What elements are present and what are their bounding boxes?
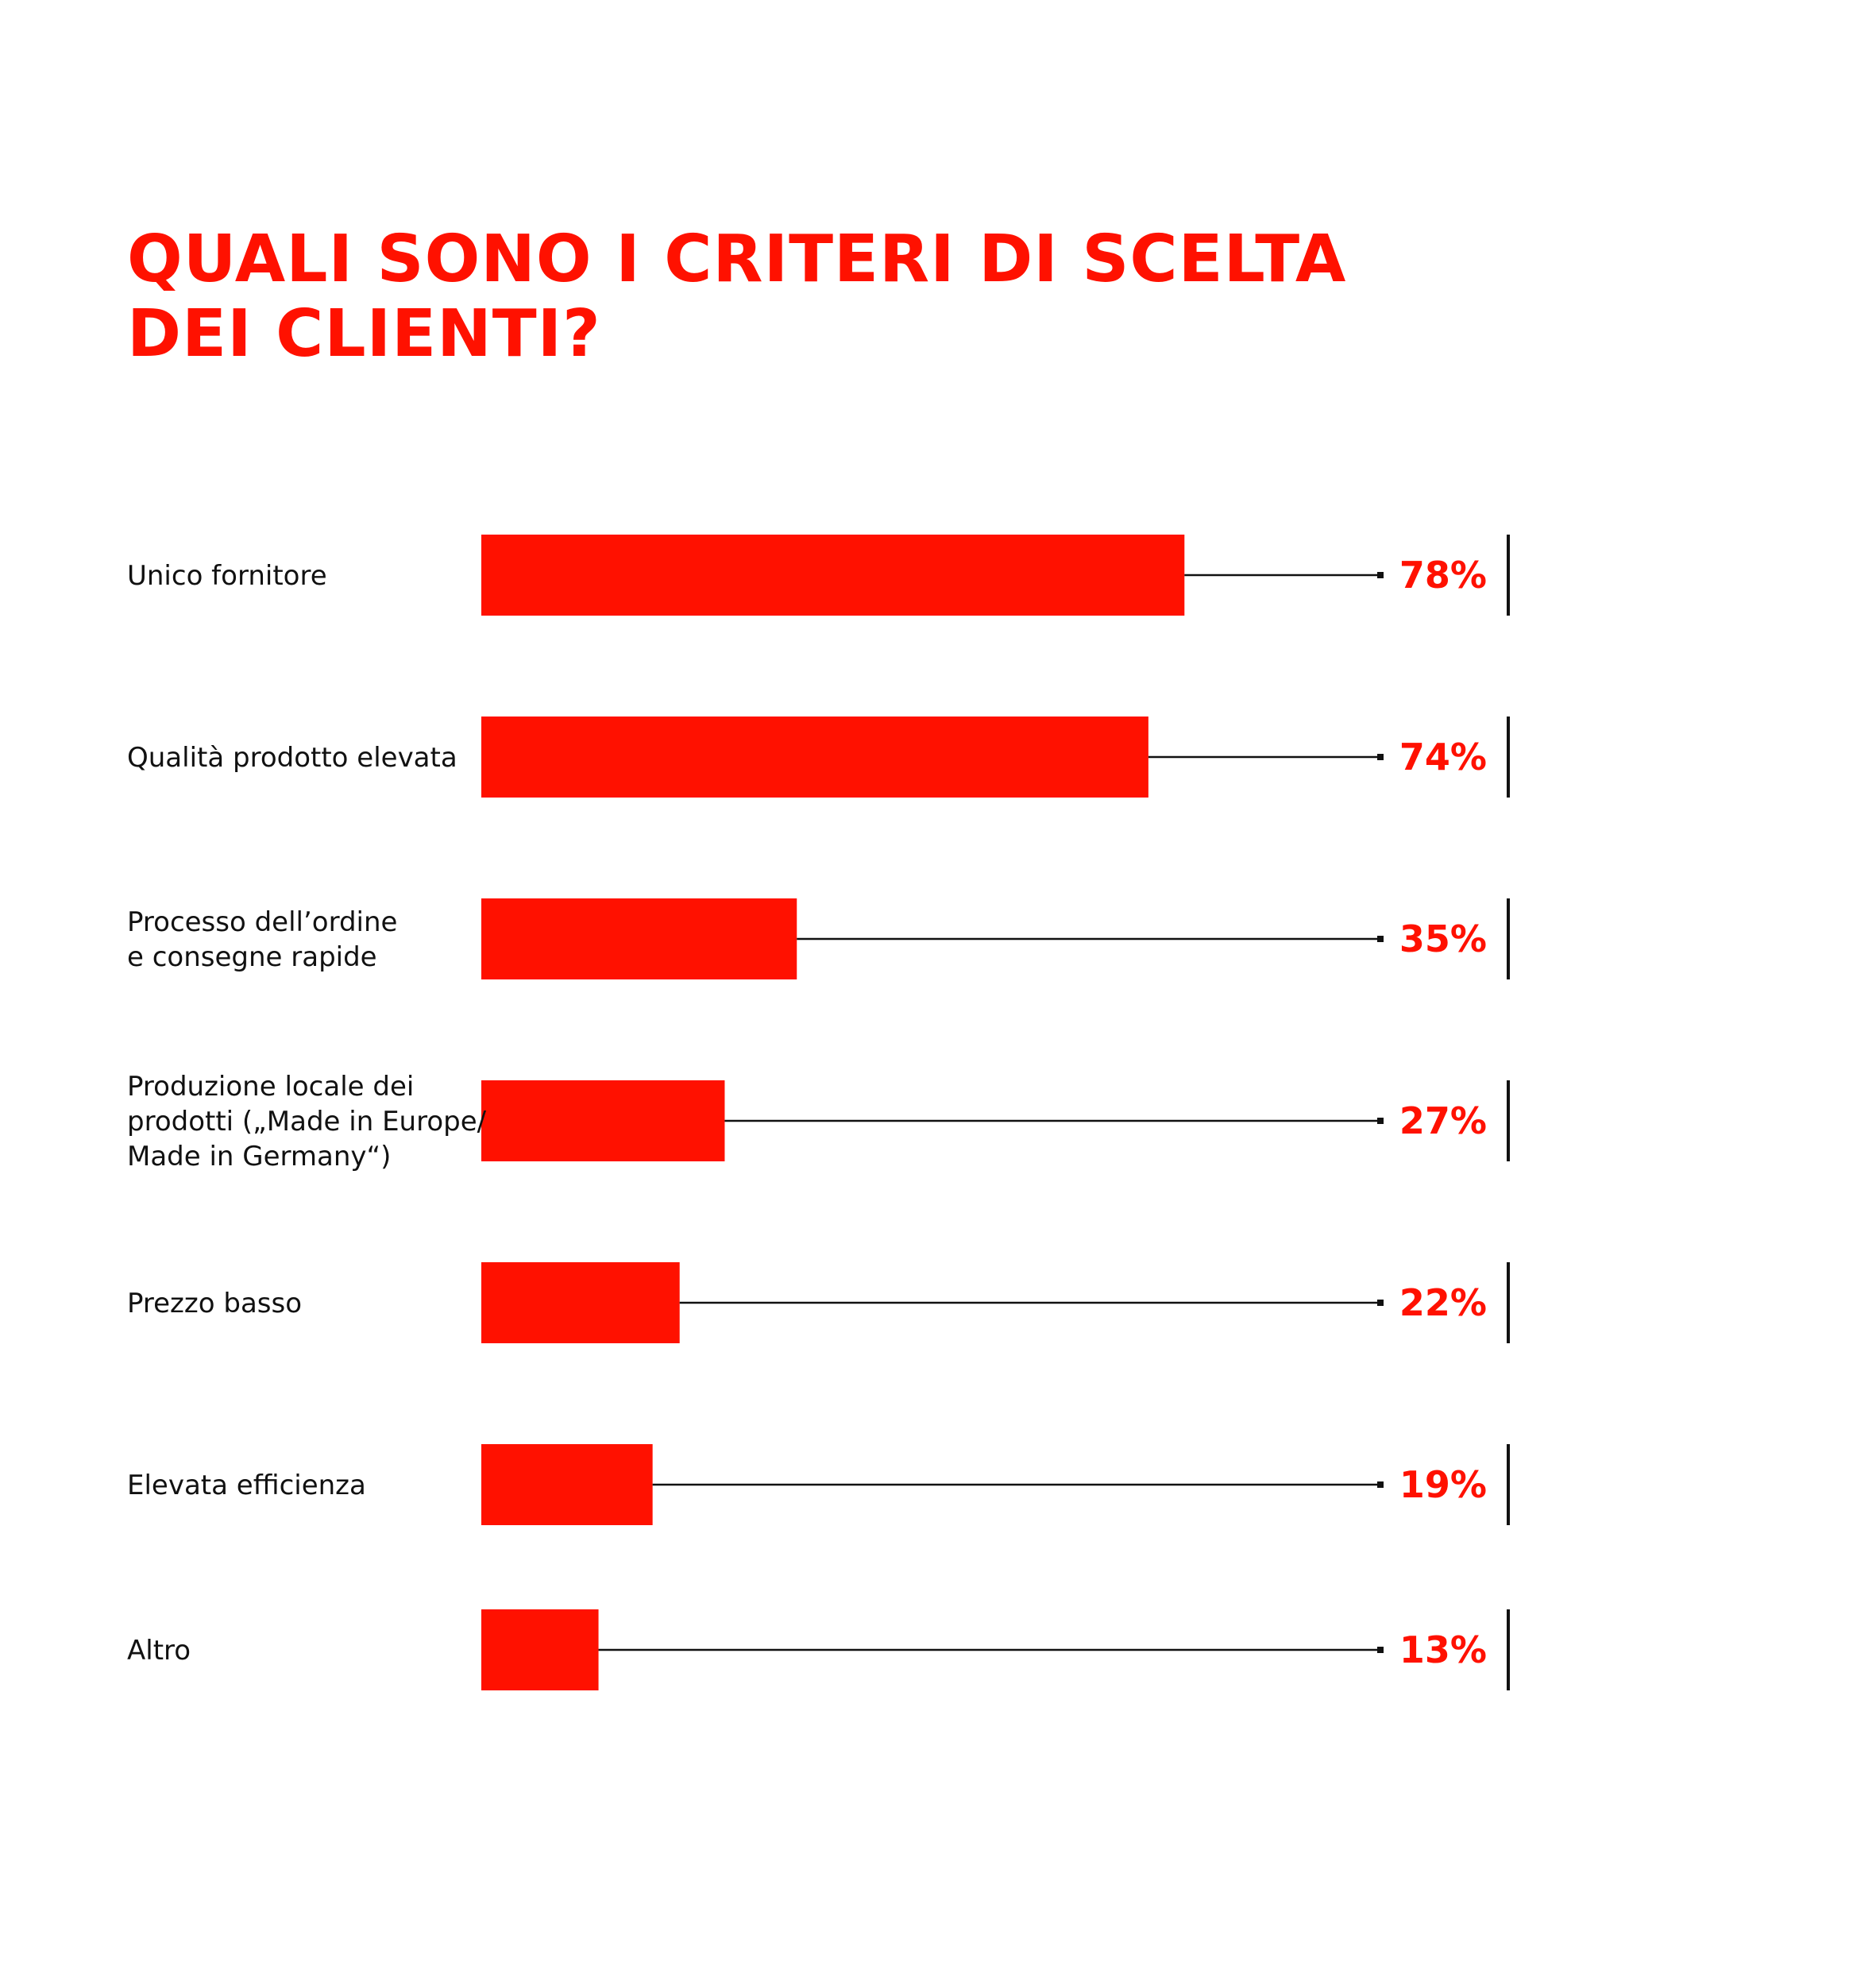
category-label-3-line-1: Processo dell’ordine: [127, 906, 397, 938]
bar-4: [481, 1080, 725, 1161]
category-label-7: Altro: [127, 1635, 191, 1667]
category-label-2: Qualità prodotto elevata: [127, 742, 457, 774]
category-label-4-line-3: Made in Germany“): [127, 1141, 391, 1172]
bar-3: [481, 898, 797, 979]
chart-title: QUALI SONO I CRITERI DI SCELTA DEI CLIEN…: [127, 222, 1346, 372]
value-label-2: 74%: [1399, 736, 1487, 778]
bar-6: [481, 1444, 653, 1525]
category-label-1: Unico fornitore: [127, 560, 327, 592]
bar-2: [481, 717, 1148, 798]
value-label-5: 22%: [1399, 1281, 1487, 1324]
category-label-4-line-1: Produzione locale dei: [127, 1071, 414, 1103]
value-label-1: 78%: [1399, 554, 1487, 597]
leader-end-marker-5: [1377, 1300, 1384, 1306]
chart-title-line-1: QUALI SONO I CRITERI DI SCELTA: [127, 222, 1347, 297]
leader-end-marker-2: [1377, 754, 1384, 760]
value-label-4: 27%: [1399, 1099, 1487, 1142]
leader-end-marker-7: [1377, 1647, 1384, 1653]
bar-1: [481, 535, 1185, 616]
leader-end-marker-4: [1377, 1118, 1384, 1124]
chart-title-line-2: DEI CLIENTI?: [127, 296, 601, 372]
leader-end-marker-6: [1377, 1481, 1384, 1488]
leader-end-marker-1: [1377, 572, 1384, 578]
category-label-5: Prezzo basso: [127, 1288, 302, 1319]
value-label-7: 13%: [1399, 1628, 1487, 1671]
category-label-3-line-2: e consegne rapide: [127, 941, 377, 973]
category-label-6: Elevata efficienza: [127, 1470, 366, 1501]
value-label-3: 35%: [1399, 917, 1487, 960]
category-label-4-line-2: prodotti („Made in Europe/: [127, 1106, 487, 1138]
leader-end-marker-3: [1377, 936, 1384, 942]
value-label-6: 19%: [1399, 1463, 1487, 1506]
bar-5: [481, 1262, 680, 1343]
bar-7: [481, 1609, 599, 1690]
